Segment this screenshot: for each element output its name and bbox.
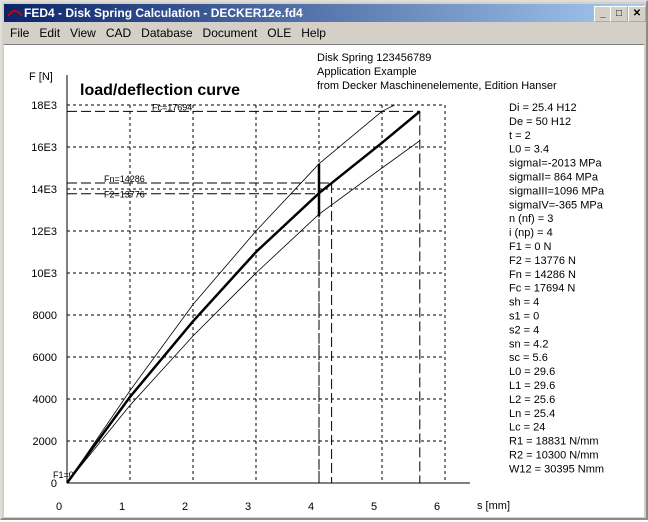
menu-item[interactable]: File (10, 26, 30, 40)
parameter: t = 2 (509, 130, 531, 142)
parameter: F1 = 0 N (509, 241, 552, 253)
x-tick-label: 0 (56, 501, 62, 513)
window-title: FED4 - Disk Spring Calculation - DECKER1… (24, 6, 303, 20)
parameter: s2 = 4 (509, 324, 539, 336)
title-bar: FED4 - Disk Spring Calculation - DECKER1… (4, 4, 646, 22)
parameter: L2 = 25.6 (509, 394, 555, 406)
maximize-button[interactable]: □ (610, 6, 628, 22)
parameter: Lc = 24 (509, 422, 545, 434)
y-tick-label: 18E3 (31, 100, 57, 112)
y-tick-label: 2000 (33, 436, 57, 448)
parameter: L1 = 29.6 (509, 380, 555, 392)
menu-item[interactable]: View (70, 26, 96, 40)
y-tick-label: 4000 (33, 394, 57, 406)
y-tick-label: 6000 (33, 352, 57, 364)
menu-bar: File Edit View CAD Database Document OLE Help (4, 24, 330, 42)
parameter: R1 = 18831 N/mm (509, 436, 599, 448)
parameter: sc = 5.6 (509, 352, 548, 364)
x-axis-label: s [mm] (477, 500, 510, 512)
y-tick-label: 8000 (33, 310, 57, 322)
menu-item[interactable]: Document (202, 26, 258, 40)
close-button[interactable]: ✕ (628, 6, 646, 22)
reference-label: F1=0 (53, 470, 74, 480)
client-area: 0 1 2 3 4 5 6 0 2000 4000 6000 8000 10E3 12E3 14E3 16E3… (4, 44, 644, 517)
parameter: F2 = 13776 N (509, 255, 576, 267)
parameter: W12 = 30395 Nmm (509, 463, 604, 475)
x-tick-label: 2 (182, 501, 188, 513)
parameter: R2 = 10300 N/mm (509, 450, 599, 462)
parameter: sigmaIV=-365 MPa (509, 199, 604, 211)
parameter: De = 50 H12 (509, 116, 571, 128)
parameter: L0 = 3.4 (509, 144, 549, 156)
y-axis-label: F [N] (29, 71, 53, 83)
parameter: sh = 4 (509, 297, 539, 309)
parameter: sn = 4.2 (509, 338, 548, 350)
header-line: from Decker Maschinenelemente, Edition H… (317, 80, 557, 92)
load-curve (65, 110, 421, 484)
y-tick-label: 0 (51, 478, 57, 490)
x-tick-label: 6 (434, 501, 440, 513)
parameter: sigmaII= 864 MPa (509, 172, 599, 184)
y-tick-label: 12E3 (31, 226, 57, 238)
parameter: Fn = 14286 N (509, 269, 576, 281)
menu-item[interactable]: Edit (39, 26, 61, 40)
chart: 0 1 2 3 4 5 6 0 2000 4000 6000 8000 10E3 12E3 14E3 16E3… (29, 52, 605, 513)
parameter: Di = 25.4 H12 (509, 102, 577, 114)
parameter: Ln = 25.4 (509, 408, 555, 420)
parameter: sigmaIII=1096 MPa (509, 185, 605, 197)
parameter: Fc = 17694 N (509, 283, 575, 295)
y-tick-label: 14E3 (31, 184, 57, 196)
chart-title: load/deflection curve (80, 82, 240, 99)
x-tick-label: 5 (371, 501, 377, 513)
menu-item[interactable]: OLE (267, 26, 292, 40)
y-tick-label: 10E3 (31, 268, 57, 280)
menu-item[interactable]: CAD (105, 26, 132, 40)
parameter: i (np) = 4 (509, 227, 553, 239)
x-tick-label: 3 (245, 501, 251, 513)
x-tick-label: 4 (308, 501, 314, 513)
parameter: L0 = 29.6 (509, 366, 555, 378)
parameter: sigmaI=-2013 MPa (509, 158, 603, 170)
header-line: Disk Spring 123456789 (317, 52, 431, 64)
reference-label: F2=13776 (104, 190, 145, 200)
load-curve (66, 104, 395, 484)
menu-item[interactable]: Help (301, 26, 326, 40)
load-curve (66, 140, 421, 484)
x-tick-label: 1 (119, 501, 125, 513)
menu-item[interactable]: Database (141, 26, 193, 40)
y-tick-label: 16E3 (31, 142, 57, 154)
app-icon (7, 10, 23, 17)
parameter: n (nf) = 3 (509, 213, 553, 225)
reference-label: Fc=17694 (152, 102, 192, 112)
header-line: Application Example (317, 66, 417, 78)
reference-label: Fn=14286 (104, 174, 145, 184)
parameter: s1 = 0 (509, 311, 539, 323)
